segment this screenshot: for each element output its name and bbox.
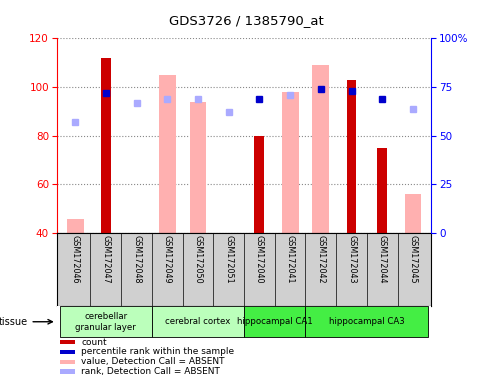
Bar — [244, 306, 306, 337]
Text: GSM172046: GSM172046 — [70, 235, 80, 284]
Text: GDS3726 / 1385790_at: GDS3726 / 1385790_at — [169, 14, 324, 27]
Text: GSM172048: GSM172048 — [132, 235, 141, 284]
Text: tissue: tissue — [0, 317, 52, 327]
Text: GSM172041: GSM172041 — [285, 235, 295, 284]
Bar — [404, 194, 422, 233]
Bar — [306, 306, 428, 337]
Bar — [60, 306, 152, 337]
Text: GSM172040: GSM172040 — [255, 235, 264, 284]
Text: percentile rank within the sample: percentile rank within the sample — [81, 348, 234, 356]
Bar — [282, 92, 299, 233]
Text: cerebral cortex: cerebral cortex — [165, 317, 231, 326]
Bar — [254, 136, 264, 233]
Bar — [67, 218, 84, 233]
Text: GSM172049: GSM172049 — [163, 235, 172, 284]
Bar — [61, 369, 74, 374]
Bar — [61, 359, 74, 364]
Text: GSM172045: GSM172045 — [408, 235, 418, 284]
Bar — [189, 102, 207, 233]
Text: cerebellar
granular layer: cerebellar granular layer — [75, 312, 136, 332]
Text: GSM172051: GSM172051 — [224, 235, 233, 284]
Text: GSM172047: GSM172047 — [102, 235, 110, 284]
Text: rank, Detection Call = ABSENT: rank, Detection Call = ABSENT — [81, 367, 220, 376]
Text: hippocampal CA1: hippocampal CA1 — [237, 317, 313, 326]
Text: count: count — [81, 338, 106, 347]
Bar — [61, 350, 74, 354]
Text: hippocampal CA3: hippocampal CA3 — [329, 317, 405, 326]
Bar — [152, 306, 244, 337]
Bar — [159, 75, 176, 233]
Text: GSM172042: GSM172042 — [317, 235, 325, 284]
Bar — [61, 340, 74, 344]
Bar — [313, 65, 329, 233]
Text: GSM172044: GSM172044 — [378, 235, 387, 284]
Text: value, Detection Call = ABSENT: value, Detection Call = ABSENT — [81, 357, 224, 366]
Text: GSM172043: GSM172043 — [347, 235, 356, 284]
Bar — [377, 148, 387, 233]
Text: GSM172050: GSM172050 — [193, 235, 203, 284]
Bar — [347, 80, 356, 233]
Bar — [101, 58, 111, 233]
